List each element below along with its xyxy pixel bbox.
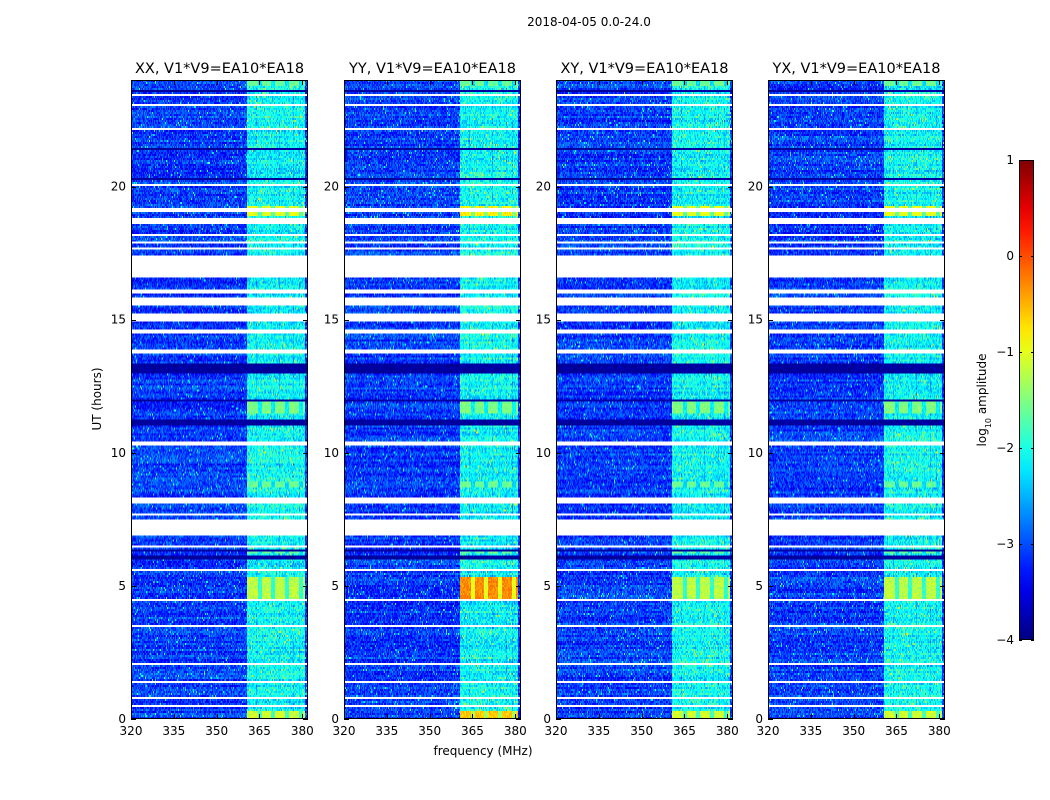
y-tick-label: 20 [748, 180, 763, 194]
panel-xy: XY, V1*V9=EA10*EA18 320 335 350 365 380 0 5 10 15… [536, 61, 739, 738]
x-tick-label: 350 [842, 724, 865, 738]
x-tick-label: 350 [418, 724, 441, 738]
x-tick-label: 365 [248, 724, 271, 738]
heatmap-image-yx [768, 80, 945, 719]
colorbar-tick-label: −4 [996, 633, 1014, 647]
colorbar-label: log10 amplitude [975, 354, 993, 447]
y-tick-label: 5 [543, 579, 551, 593]
panel-title: YY, V1*V9=EA10*EA18 [348, 61, 516, 77]
y-tick-label: 0 [331, 712, 339, 726]
heatmap-image-yy [344, 80, 521, 719]
y-tick-label: 15 [111, 313, 126, 327]
y-tick-label: 15 [536, 313, 551, 327]
y-tick-label: 10 [324, 446, 339, 460]
y-tick-label: 20 [536, 180, 551, 194]
y-tick-label: 15 [324, 313, 339, 327]
y-tick-label: 15 [748, 313, 763, 327]
y-tick-label: 0 [118, 712, 126, 726]
y-tick-label: 5 [331, 579, 339, 593]
colorbar-gradient [1019, 160, 1034, 640]
panel-frame [556, 80, 733, 719]
panel-xx: XX, V1*V9=EA10*EA18 320 335 350 365 380 0 5 10 15… [111, 61, 314, 738]
y-tick-label: 10 [111, 446, 126, 460]
x-tick-label: 380 [504, 724, 527, 738]
colorbar: 1 0 −1 −2 −3 −4 log10 amplitude [975, 153, 1034, 647]
panel-yx: YX, V1*V9=EA10*EA18 320 335 350 365 380 0 5 10 15… [748, 61, 951, 738]
panel-title: YX, V1*V9=EA10*EA18 [771, 61, 940, 77]
heatmap-image-xx [131, 80, 308, 719]
panel-title: XX, V1*V9=EA10*EA18 [135, 61, 304, 77]
x-tick-label: 350 [205, 724, 228, 738]
y-tick-label: 0 [543, 712, 551, 726]
y-tick-label: 10 [536, 446, 551, 460]
panel-yy: YY, V1*V9=EA10*EA18 320 335 350 365 380 0 5 10 15… [324, 61, 527, 738]
x-tick-label: 335 [587, 724, 610, 738]
panel-frame [131, 80, 308, 719]
x-tick-label: 320 [120, 724, 143, 738]
colorbar-tick-label: 1 [1006, 153, 1014, 167]
y-tick-label: 0 [755, 712, 763, 726]
x-axis-label: frequency (MHz) [433, 744, 532, 758]
colorbar-tick-label: −3 [996, 537, 1014, 551]
panel-title: XY, V1*V9=EA10*EA18 [560, 61, 728, 77]
panel-frame [344, 80, 521, 719]
y-tick-label: 5 [118, 579, 126, 593]
x-tick-label: 350 [630, 724, 653, 738]
x-tick-label: 380 [716, 724, 739, 738]
x-tick-label: 320 [333, 724, 356, 738]
x-tick-label: 335 [799, 724, 822, 738]
colorbar-tick-label: −2 [996, 441, 1014, 455]
panels-group: XX, V1*V9=EA10*EA18 320 335 350 365 380 0 5 10 15… [111, 61, 951, 738]
panel-frame [768, 80, 945, 719]
colorbar-tick-label: 0 [1006, 249, 1014, 263]
x-tick-label: 320 [757, 724, 780, 738]
x-tick-label: 320 [545, 724, 568, 738]
x-tick-label: 365 [461, 724, 484, 738]
x-tick-label: 365 [673, 724, 696, 738]
colorbar-frame [1019, 160, 1034, 640]
x-tick-label: 380 [291, 724, 314, 738]
colorbar-tick-label: −1 [996, 345, 1014, 359]
x-tick-label: 335 [162, 724, 185, 738]
y-axis-label: UT (hours) [90, 367, 104, 430]
x-tick-label: 365 [885, 724, 908, 738]
x-tick-label: 380 [928, 724, 951, 738]
y-tick-label: 5 [755, 579, 763, 593]
y-tick-label: 10 [748, 446, 763, 460]
x-tick-label: 335 [375, 724, 398, 738]
y-tick-label: 20 [324, 180, 339, 194]
figure-suptitle: 2018-04-05 0.0-24.0 [527, 15, 651, 29]
heatmap-image-xy [556, 80, 733, 719]
y-tick-label: 20 [111, 180, 126, 194]
